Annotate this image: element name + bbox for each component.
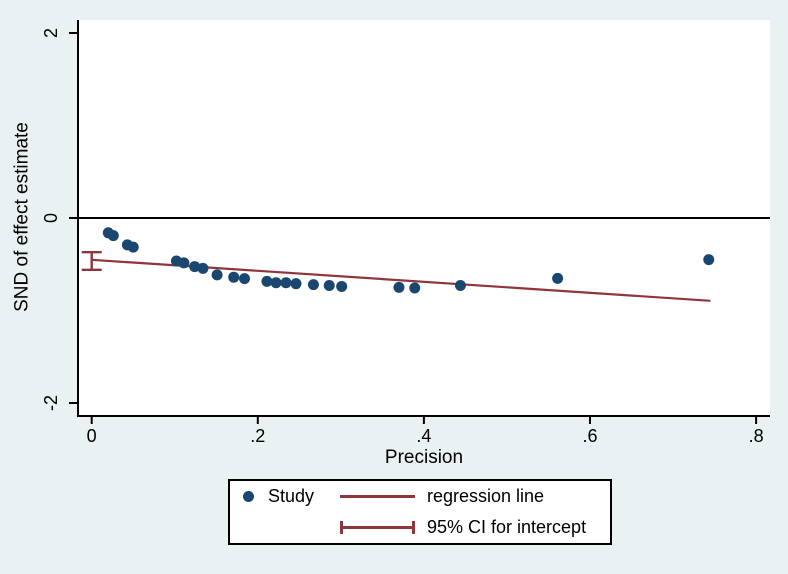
x-tick-label-06: .6 (582, 426, 598, 446)
legend-entry-ci: 95% CI for intercept (340, 512, 610, 543)
study-point (323, 280, 335, 292)
study-point (703, 254, 715, 266)
study-point (107, 230, 119, 242)
study-point (393, 281, 405, 293)
study-point (552, 272, 564, 284)
legend-entry-regression: regression line (340, 481, 610, 512)
study-point (270, 277, 282, 289)
study-point (290, 278, 302, 290)
study-marker-icon (243, 491, 254, 502)
regression-line-icon (340, 495, 415, 498)
study-point (280, 277, 292, 289)
study-point (239, 273, 251, 285)
legend-regression-label: regression line (427, 486, 545, 506)
study-point (307, 279, 319, 291)
x-axis-title: Precision (384, 447, 464, 468)
legend-study-label: Study (268, 486, 315, 506)
study-point (127, 241, 139, 253)
y-tick-label-0: 0 (41, 212, 61, 224)
study-point (261, 275, 273, 287)
legend-box: Study regression line 95% CI for interce… (228, 479, 612, 545)
ci-errorbar-crossbar (343, 526, 412, 529)
study-point (228, 271, 240, 283)
y-tick-label-2: 2 (41, 27, 61, 39)
legend-spacer (230, 512, 340, 543)
x-tick-label-02: .2 (250, 426, 266, 446)
study-point (336, 280, 348, 292)
study-point (409, 282, 421, 294)
ci-errorbar-icon (340, 521, 415, 534)
study-point (454, 280, 466, 292)
y-tick-label-neg2: -2 (41, 394, 61, 412)
x-tick-label-0: 0 (86, 426, 97, 446)
legend-entry-study: Study (230, 481, 340, 512)
study-point (189, 261, 201, 273)
legend-ci-label: 95% CI for intercept (427, 517, 587, 537)
x-tick-label-08: .8 (748, 426, 764, 446)
study-point (211, 269, 223, 281)
y-axis-title: SND of effect estimate (11, 122, 33, 312)
study-point (178, 257, 190, 269)
x-tick-label-04: .4 (416, 426, 432, 446)
study-point (197, 262, 209, 274)
